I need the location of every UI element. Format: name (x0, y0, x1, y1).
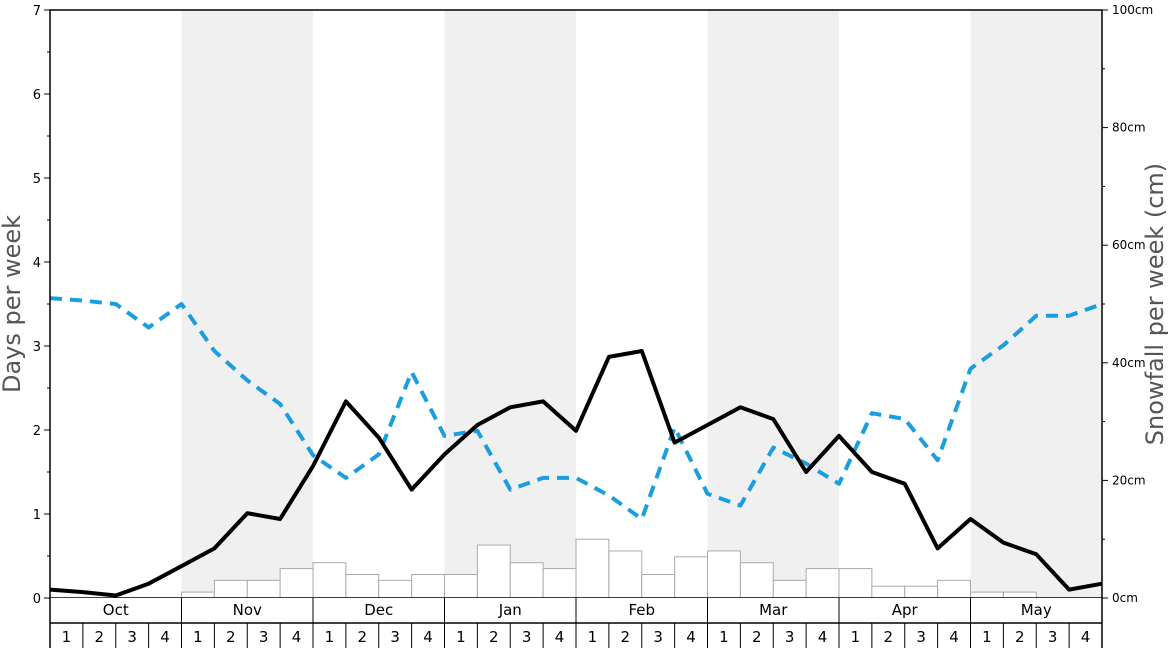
snowfall-bar (378, 579, 413, 599)
snowfall-bar (246, 579, 281, 599)
y-axis-title: Days per week (0, 215, 26, 393)
month-band (444, 10, 576, 598)
snowfall-bar (674, 556, 708, 599)
week-label: 3 (522, 628, 532, 646)
series-lines (49, 296, 1103, 598)
week-label: 4 (1081, 628, 1091, 646)
snowfall-bar (937, 579, 971, 599)
week-label: 2 (489, 628, 499, 646)
week-label: 4 (292, 628, 302, 646)
week-label: 3 (916, 628, 926, 646)
snowfall-bar (509, 562, 544, 599)
month-label: Nov (233, 601, 262, 619)
y-axis-right-title: Snowfall per week (cm) (1141, 163, 1168, 445)
snowfall-bar (213, 579, 248, 599)
month-label: Mar (759, 601, 788, 619)
month-label: May (1021, 601, 1052, 619)
left-tick-label: 3 (33, 340, 41, 355)
week-label: 1 (851, 628, 861, 646)
week-label: 2 (95, 628, 105, 646)
week-label: 3 (390, 628, 400, 646)
snowfall-bar (312, 562, 347, 599)
right-axis: 0cm 20cm 40cm 60cm 80cm 100cm (1102, 3, 1153, 605)
left-tick-label: 4 (33, 256, 41, 271)
snowfall-bar (181, 591, 215, 599)
left-tick-label: 2 (33, 424, 41, 439)
month-bands (181, 10, 1102, 598)
week-label: 4 (949, 628, 959, 646)
left-tick-label: 6 (33, 88, 41, 103)
month-week-axis: Oct Nov Dec Jan Feb Mar Apr May 1 2 3 4 1 2 3 4 1 2 3 4 1 2 3 4… (49, 598, 1103, 648)
week-label: 4 (423, 628, 433, 646)
snowfall-bar (542, 568, 577, 599)
week-label: 3 (1048, 628, 1058, 646)
snowfall-bar (476, 544, 511, 599)
snowfall-bar (871, 585, 906, 599)
left-tick-label: 1 (33, 508, 41, 523)
snowfall-bar (1002, 591, 1037, 599)
left-tick-label: 0 (33, 592, 41, 607)
snowfall-bar (838, 568, 873, 599)
week-label: 4 (555, 628, 565, 646)
snowfall-bar (411, 573, 445, 599)
week-label: 2 (358, 628, 368, 646)
snowfall-bar (739, 562, 774, 599)
week-label: 4 (686, 628, 696, 646)
right-tick-label: 40cm (1112, 356, 1146, 370)
snowfall-bar (970, 591, 1004, 599)
snowfall-bar (904, 585, 939, 599)
left-tick-label: 7 (33, 4, 41, 19)
left-tick-label: 5 (33, 172, 41, 187)
snowfall-bar (707, 550, 741, 599)
week-label: 2 (226, 628, 236, 646)
month-band (707, 10, 839, 598)
right-tick-label: 80cm (1112, 121, 1146, 135)
dashed-series-line (49, 296, 1103, 521)
month-label: Feb (628, 601, 655, 619)
month-band (181, 10, 313, 598)
snowfall-bar (575, 538, 610, 599)
week-label: 4 (160, 628, 170, 646)
week-label: 3 (785, 628, 795, 646)
snowfall-bar (345, 573, 380, 599)
week-label: 3 (259, 628, 269, 646)
month-label: Dec (364, 601, 393, 619)
week-label: 2 (621, 628, 631, 646)
snowfall-bar (641, 573, 676, 599)
month-band (970, 10, 1102, 598)
week-label: 3 (127, 628, 137, 646)
right-tick-label: 100cm (1112, 3, 1153, 17)
snowfall-bar (608, 550, 643, 599)
right-tick-label: 20cm (1112, 473, 1146, 487)
month-label: Jan (498, 601, 522, 619)
snowfall-bar (279, 568, 314, 599)
week-label: 1 (719, 628, 729, 646)
right-tick-label: 60cm (1112, 238, 1146, 252)
week-label: 1 (982, 628, 992, 646)
week-label: 1 (193, 628, 203, 646)
month-label: Oct (103, 601, 129, 619)
snowfall-bars (181, 538, 1037, 599)
week-label: 2 (1015, 628, 1025, 646)
week-label: 4 (818, 628, 828, 646)
week-label: 2 (752, 628, 762, 646)
week-label: 1 (456, 628, 466, 646)
week-label: 3 (653, 628, 663, 646)
snowfall-bar (444, 573, 478, 599)
week-label: 1 (62, 628, 72, 646)
snowfall-bar (805, 568, 840, 599)
right-tick-label: 0cm (1112, 591, 1138, 605)
solid-series-line (49, 349, 1103, 598)
week-label: 1 (588, 628, 598, 646)
week-label: 2 (884, 628, 894, 646)
left-axis: 0 1 2 3 4 5 6 7 (33, 4, 50, 607)
week-label: 1 (325, 628, 335, 646)
month-label: Apr (892, 601, 919, 619)
snowfall-bar (772, 579, 807, 599)
